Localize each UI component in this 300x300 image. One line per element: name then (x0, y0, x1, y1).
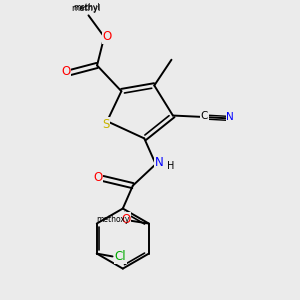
Text: N: N (226, 112, 234, 122)
Text: H: H (167, 161, 174, 172)
Text: S: S (102, 118, 109, 130)
Text: O: O (121, 213, 130, 226)
Text: methoxy: methoxy (96, 215, 129, 224)
Text: methyl: methyl (74, 3, 100, 12)
Text: O: O (103, 30, 112, 43)
Text: O: O (93, 170, 102, 184)
Text: O: O (61, 65, 70, 78)
Text: methyl: methyl (71, 4, 100, 13)
Text: Cl: Cl (115, 250, 126, 263)
Text: C: C (201, 110, 208, 121)
Text: N: N (155, 156, 164, 169)
